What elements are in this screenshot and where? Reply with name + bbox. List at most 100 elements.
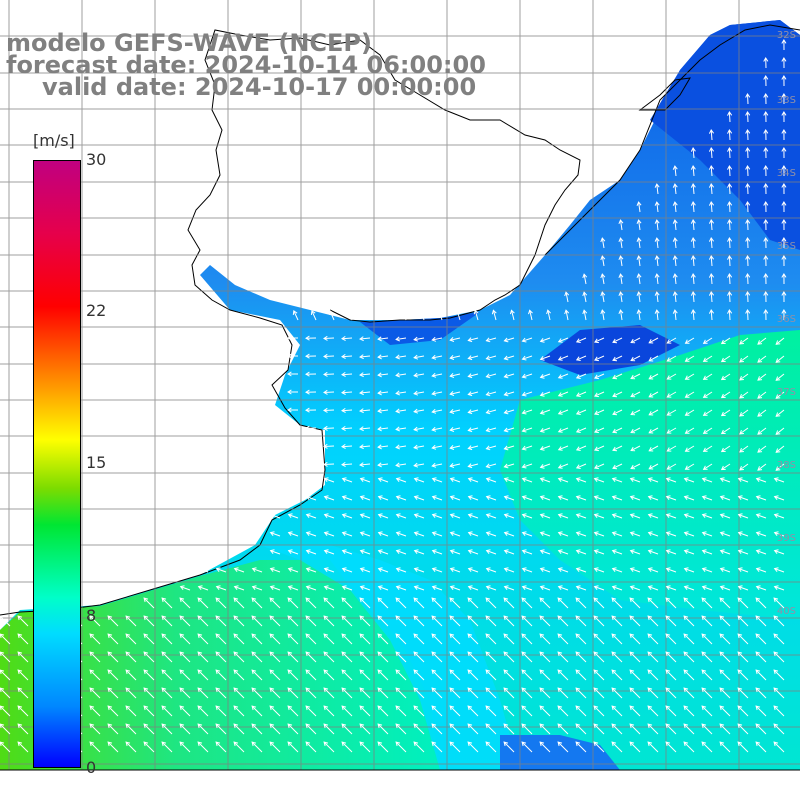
wind-arrow-head xyxy=(683,495,689,501)
wind-arrow xyxy=(485,723,497,735)
wind-arrow-head xyxy=(143,687,149,693)
wind-arrow-head xyxy=(666,429,672,434)
wind-arrow-head xyxy=(575,567,581,573)
wind-arrow-head xyxy=(781,291,787,296)
wind-arrow-head xyxy=(666,411,672,416)
wind-arrow-head xyxy=(672,183,678,188)
wind-arrow-head xyxy=(672,237,678,242)
wind-arrow-head xyxy=(359,477,365,483)
wind-arrow-head xyxy=(395,741,401,747)
wind-arrow-head xyxy=(654,309,660,314)
wind-arrow xyxy=(747,165,749,177)
wind-arrow-head xyxy=(690,201,696,206)
wind-arrow-head xyxy=(612,428,618,434)
wind-arrow-head xyxy=(269,513,275,519)
wind-arrow xyxy=(755,615,767,627)
wind-arrow-head xyxy=(161,741,167,747)
wind-arrow-head xyxy=(647,687,653,693)
wind-arrow-head xyxy=(449,723,455,729)
wind-arrow xyxy=(432,550,443,555)
wind-arrow xyxy=(648,373,659,380)
wind-arrow-head xyxy=(745,201,751,206)
wind-arrow xyxy=(485,741,497,753)
wind-arrow xyxy=(656,292,659,303)
wind-arrow xyxy=(576,337,587,343)
wind-arrow-head xyxy=(629,513,635,519)
wind-arrow-head xyxy=(727,165,733,170)
wind-arrow xyxy=(341,355,353,358)
wind-arrow-head xyxy=(305,353,310,359)
wind-arrow xyxy=(710,129,713,141)
wind-arrow xyxy=(721,463,731,471)
wind-arrow-head xyxy=(521,597,527,603)
wind-arrow xyxy=(558,337,569,343)
wind-arrow-head xyxy=(629,567,635,573)
wind-arrow xyxy=(342,586,353,591)
wind-arrow-head xyxy=(648,375,654,380)
wind-arrow-head xyxy=(745,237,751,242)
wind-arrow-head xyxy=(251,687,257,693)
wind-arrow-head xyxy=(684,465,690,470)
wind-arrow-head xyxy=(727,129,733,134)
wind-arrow-head xyxy=(341,597,347,603)
wind-arrow-head xyxy=(666,447,672,452)
wind-arrow xyxy=(161,705,173,717)
wind-arrow xyxy=(89,741,101,753)
wind-arrow-head xyxy=(197,669,203,675)
wind-arrow xyxy=(539,741,551,753)
wind-arrow-head xyxy=(575,446,581,451)
wind-arrow xyxy=(324,496,335,501)
wind-arrow xyxy=(558,391,569,397)
wind-arrow-head xyxy=(719,633,725,639)
wind-arrow xyxy=(656,310,659,321)
wind-arrow xyxy=(674,256,677,267)
wind-arrow-head xyxy=(323,371,328,377)
wind-arrow xyxy=(576,427,587,433)
wind-arrow xyxy=(575,687,587,699)
wind-arrow xyxy=(414,445,425,449)
wind-arrow-head xyxy=(377,669,383,675)
wind-arrow xyxy=(601,274,605,285)
wind-arrow-head xyxy=(449,355,455,360)
wind-arrow xyxy=(728,165,731,177)
wind-arrow-head xyxy=(197,741,203,747)
wind-arrow-head xyxy=(683,585,689,591)
sea-green-southwest xyxy=(0,560,440,770)
wind-arrow-head xyxy=(329,309,334,315)
wind-arrow-head xyxy=(431,336,437,342)
wind-arrow xyxy=(666,586,677,591)
wind-arrow-head xyxy=(449,513,455,519)
wind-arrow xyxy=(612,409,623,415)
wind-arrow-head xyxy=(539,531,545,537)
wind-arrow xyxy=(719,723,731,735)
wind-arrow xyxy=(521,597,533,609)
wind-arrow-head xyxy=(377,615,383,621)
wind-arrow xyxy=(414,463,425,467)
wind-arrow-head xyxy=(521,513,527,519)
wind-arrow-head xyxy=(251,651,257,657)
wind-arrow xyxy=(270,532,281,537)
wind-arrow xyxy=(323,723,335,735)
wind-arrow xyxy=(198,568,209,573)
wind-arrow xyxy=(648,478,659,483)
wind-arrow xyxy=(757,427,767,435)
wind-arrow-head xyxy=(773,513,779,519)
wind-arrow xyxy=(755,669,767,681)
wind-arrow-head xyxy=(702,357,708,362)
wind-arrow xyxy=(576,445,587,451)
wind-arrow-head xyxy=(107,687,113,693)
wind-arrow xyxy=(593,597,605,609)
wind-arrow-head xyxy=(503,445,509,451)
wind-arrow-head xyxy=(737,651,743,657)
wind-arrow xyxy=(287,615,299,627)
wind-arrow-head xyxy=(781,111,787,116)
wind-arrow-head xyxy=(781,219,787,224)
wind-arrow xyxy=(323,337,335,339)
wind-arrow-head xyxy=(557,392,563,397)
wind-arrow xyxy=(414,586,425,591)
wind-arrow-head xyxy=(395,669,401,675)
wind-arrow-head xyxy=(773,531,779,537)
wind-arrow-head xyxy=(503,615,509,621)
wind-arrow xyxy=(179,705,191,717)
wind-arrow-head xyxy=(503,567,509,573)
